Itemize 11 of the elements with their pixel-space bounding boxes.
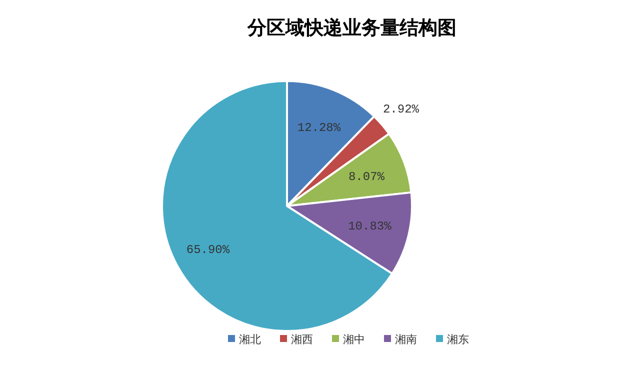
data-label: 12.28% — [297, 121, 342, 136]
chart-title: 分区域快递业务量结构图 — [246, 17, 456, 39]
legend-label: 湘西 — [291, 333, 313, 346]
data-label: 2.92% — [382, 102, 420, 117]
legend-label: 湘东 — [447, 333, 469, 346]
legend-label: 湘中 — [343, 333, 365, 346]
legend-label: 湘北 — [239, 333, 261, 346]
data-label: 10.83% — [348, 220, 392, 234]
data-label: 65.90% — [186, 243, 230, 258]
data-label: 8.07% — [348, 170, 386, 184]
legend-label: 湘南 — [395, 333, 417, 346]
